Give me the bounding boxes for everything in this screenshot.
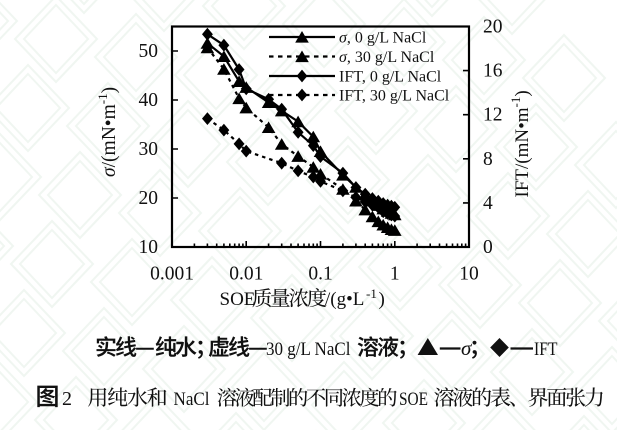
svg-text:0: 0 (483, 237, 493, 258)
svg-text:0.01: 0.01 (229, 264, 263, 285)
svg-text:SOE: SOE (220, 289, 256, 310)
svg-text:8: 8 (483, 149, 493, 170)
svg-text:SOE: SOE (399, 389, 428, 410)
svg-text:/(g•L: /(g•L (325, 289, 364, 310)
svg-text:IFT/(mN•m-1): IFT/(mN•m-1) (508, 90, 533, 197)
svg-text:12: 12 (483, 105, 503, 126)
svg-text:20: 20 (139, 188, 159, 209)
svg-text:4: 4 (483, 193, 493, 214)
svg-text:40: 40 (139, 90, 159, 111)
svg-text:): ) (379, 289, 385, 310)
svg-text:σ, 0 g/L NaCl: σ, 0 g/L NaCl (339, 30, 427, 47)
svg-text:NaCl: NaCl (174, 389, 210, 410)
svg-text:10: 10 (459, 264, 479, 285)
svg-text:σ/(mN•m-1): σ/(mN•m-1) (95, 87, 120, 177)
svg-text:1: 1 (390, 264, 400, 285)
svg-text:2: 2 (62, 388, 72, 410)
svg-text:10: 10 (139, 237, 159, 258)
svg-text:0.1: 0.1 (308, 264, 332, 285)
svg-text:IFT, 0 g/L NaCl: IFT, 0 g/L NaCl (339, 69, 442, 86)
svg-text:50: 50 (139, 41, 159, 62)
svg-text:σ, 30 g/L NaCl: σ, 30 g/L NaCl (339, 49, 435, 66)
svg-text:30: 30 (139, 139, 159, 160)
svg-text:16: 16 (483, 61, 503, 82)
svg-text:σ: σ (461, 336, 473, 360)
svg-text:IFT: IFT (534, 339, 558, 360)
svg-text:-1: -1 (366, 286, 377, 301)
svg-text:0.001: 0.001 (150, 264, 194, 285)
svg-text:IFT, 30 g/L NaCl: IFT, 30 g/L NaCl (339, 88, 450, 105)
svg-text:30 g/L NaCl: 30 g/L NaCl (266, 339, 351, 360)
svg-text:20: 20 (483, 17, 503, 38)
